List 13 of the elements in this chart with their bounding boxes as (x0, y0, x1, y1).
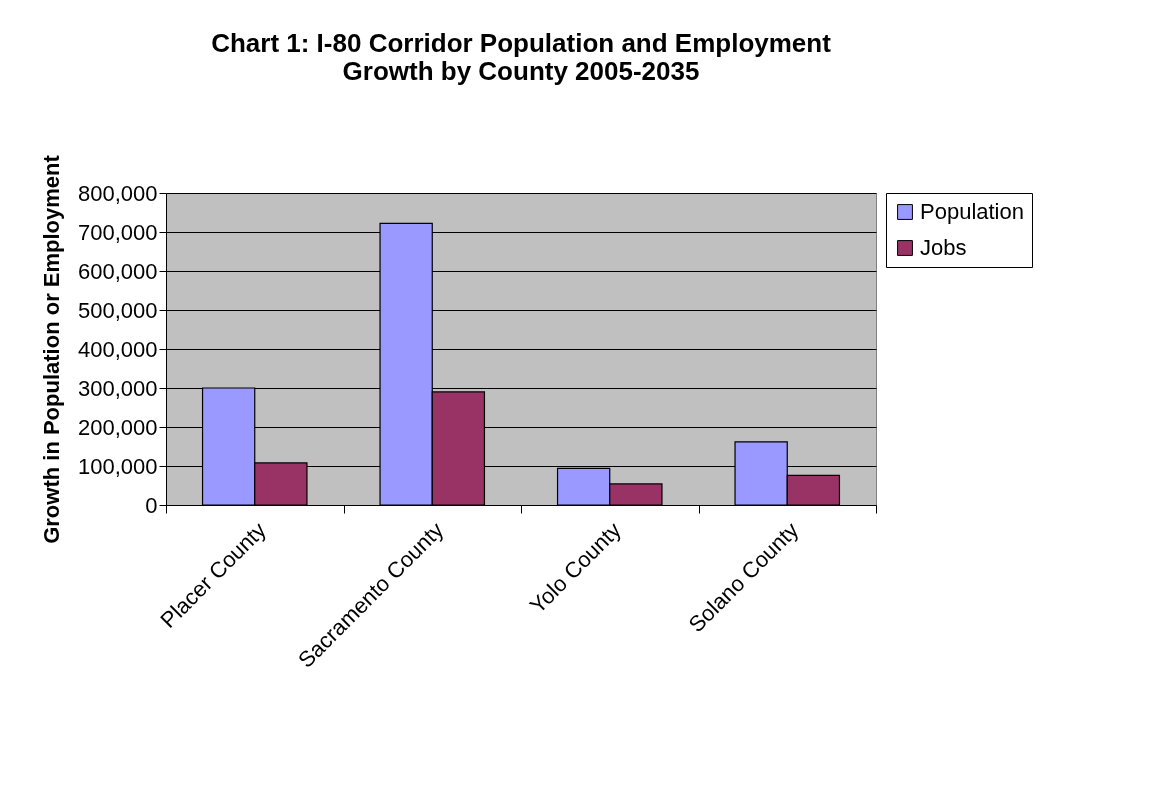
y-tick-label: 100,000 (77, 453, 158, 479)
legend-label: Population (920, 199, 1024, 224)
y-tick-label: 0 (145, 492, 158, 518)
y-tick-label: 400,000 (77, 336, 158, 362)
y-tick-label: 600,000 (77, 258, 158, 284)
y-tick-label: 500,000 (77, 297, 158, 323)
y-tick-label: 300,000 (77, 375, 158, 401)
y-tick-label: 200,000 (77, 414, 158, 440)
legend-label: Jobs (920, 235, 967, 260)
chart-title: Chart 1: I-80 Corridor Population and Employment Growth by County 2005-2035 (211, 27, 832, 86)
y-axis-title: Growth in Population or Employment (38, 154, 64, 544)
y-tick-label: 800,000 (77, 180, 158, 206)
y-tick-label: 700,000 (77, 219, 158, 245)
